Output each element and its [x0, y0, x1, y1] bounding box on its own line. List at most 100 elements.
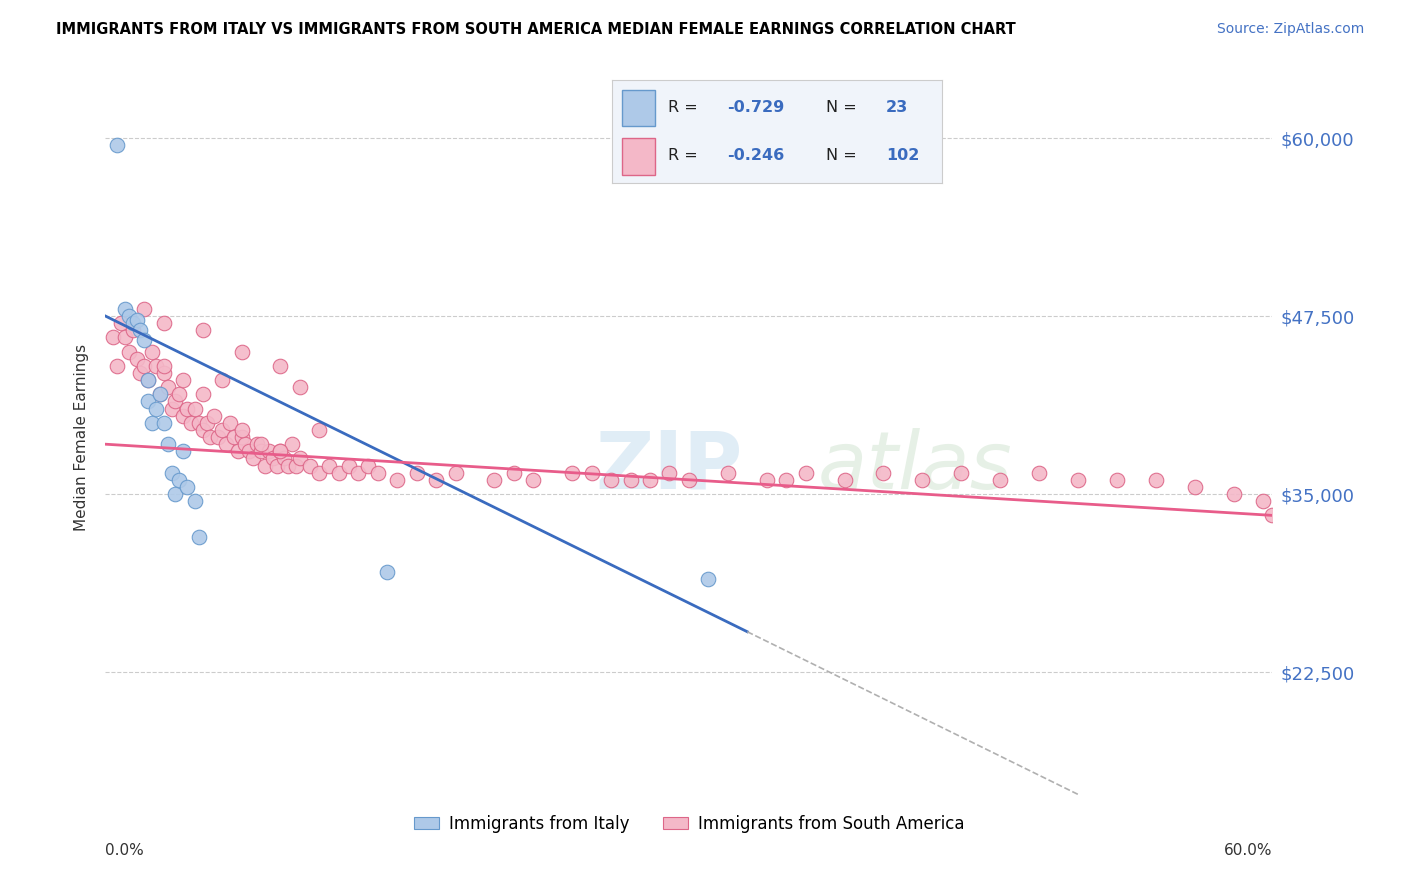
Text: 102: 102 [886, 148, 920, 162]
Text: 60.0%: 60.0% [1225, 843, 1272, 858]
Point [153, 366, 174, 380]
Text: 0.0%: 0.0% [105, 843, 145, 858]
Point [141, 416, 163, 430]
Point [129, 366, 152, 380]
Point [141, 344, 163, 359]
Point [318, 458, 340, 473]
Point [270, 444, 292, 458]
Point [444, 466, 467, 480]
Text: ZIP: ZIP [596, 427, 742, 506]
Text: R =: R = [668, 148, 697, 162]
Point [134, 359, 156, 373]
Text: IMMIGRANTS FROM ITALY VS IMMIGRANTS FROM SOUTH AMERICA MEDIAN FEMALE EARNINGS CO: IMMIGRANTS FROM ITALY VS IMMIGRANTS FROM… [56, 22, 1017, 37]
Point [1067, 473, 1090, 487]
Point [367, 466, 389, 480]
Point [678, 473, 700, 487]
Point [620, 473, 643, 487]
FancyBboxPatch shape [621, 137, 655, 175]
Point [187, 530, 209, 544]
Point [110, 316, 132, 330]
Point [600, 473, 623, 487]
Point [125, 351, 148, 366]
Point [211, 423, 233, 437]
Point [308, 466, 330, 480]
Point [145, 401, 167, 416]
Point [149, 387, 172, 401]
Point [215, 437, 238, 451]
Point [136, 373, 159, 387]
Point [191, 323, 214, 337]
Point [253, 458, 276, 473]
Point [1261, 508, 1284, 523]
Point [250, 444, 273, 458]
Point [1184, 480, 1206, 494]
Point [405, 466, 427, 480]
Point [385, 473, 409, 487]
Point [522, 473, 544, 487]
Point [165, 394, 187, 409]
Point [1222, 487, 1244, 501]
Point [105, 359, 128, 373]
Point [202, 409, 225, 423]
Point [988, 473, 1011, 487]
Point [262, 451, 284, 466]
Text: Source: ZipAtlas.com: Source: ZipAtlas.com [1216, 22, 1364, 37]
Point [156, 437, 179, 451]
Text: atlas: atlas [817, 427, 1012, 506]
Point [1028, 466, 1050, 480]
Point [503, 466, 526, 480]
Point [184, 401, 207, 416]
Point [176, 401, 198, 416]
Point [172, 409, 194, 423]
Point [187, 416, 209, 430]
Point [195, 416, 218, 430]
Point [911, 473, 934, 487]
Point [114, 301, 136, 316]
Point [180, 416, 202, 430]
Point [231, 344, 253, 359]
Point [231, 423, 253, 437]
Point [425, 473, 447, 487]
Point [103, 330, 125, 344]
Point [134, 301, 156, 316]
Point [153, 416, 174, 430]
Point [308, 423, 330, 437]
Point [238, 444, 260, 458]
Point [658, 466, 681, 480]
Point [136, 394, 159, 409]
Point [638, 473, 661, 487]
Point [950, 466, 973, 480]
Point [184, 494, 207, 508]
Legend: Immigrants from Italy, Immigrants from South America: Immigrants from Italy, Immigrants from S… [408, 808, 970, 839]
Text: R =: R = [668, 101, 697, 115]
Point [794, 466, 817, 480]
Point [337, 458, 360, 473]
Point [134, 333, 156, 347]
Point [145, 359, 167, 373]
Point [257, 444, 280, 458]
Point [328, 466, 350, 480]
Point [191, 387, 214, 401]
Point [288, 451, 311, 466]
Point [153, 316, 174, 330]
Point [222, 430, 245, 444]
Point [121, 316, 143, 330]
Point [347, 466, 370, 480]
Point [169, 473, 191, 487]
Point [231, 430, 253, 444]
Point [775, 473, 797, 487]
Point [1251, 494, 1274, 508]
Text: N =: N = [827, 148, 858, 162]
Point [211, 373, 233, 387]
Point [281, 437, 304, 451]
Point [285, 458, 308, 473]
Point [246, 437, 269, 451]
Point [270, 444, 292, 458]
Point [200, 430, 222, 444]
Point [125, 313, 148, 327]
Point [149, 387, 172, 401]
Point [755, 473, 778, 487]
Point [484, 473, 506, 487]
Point [834, 473, 856, 487]
Text: N =: N = [827, 101, 858, 115]
